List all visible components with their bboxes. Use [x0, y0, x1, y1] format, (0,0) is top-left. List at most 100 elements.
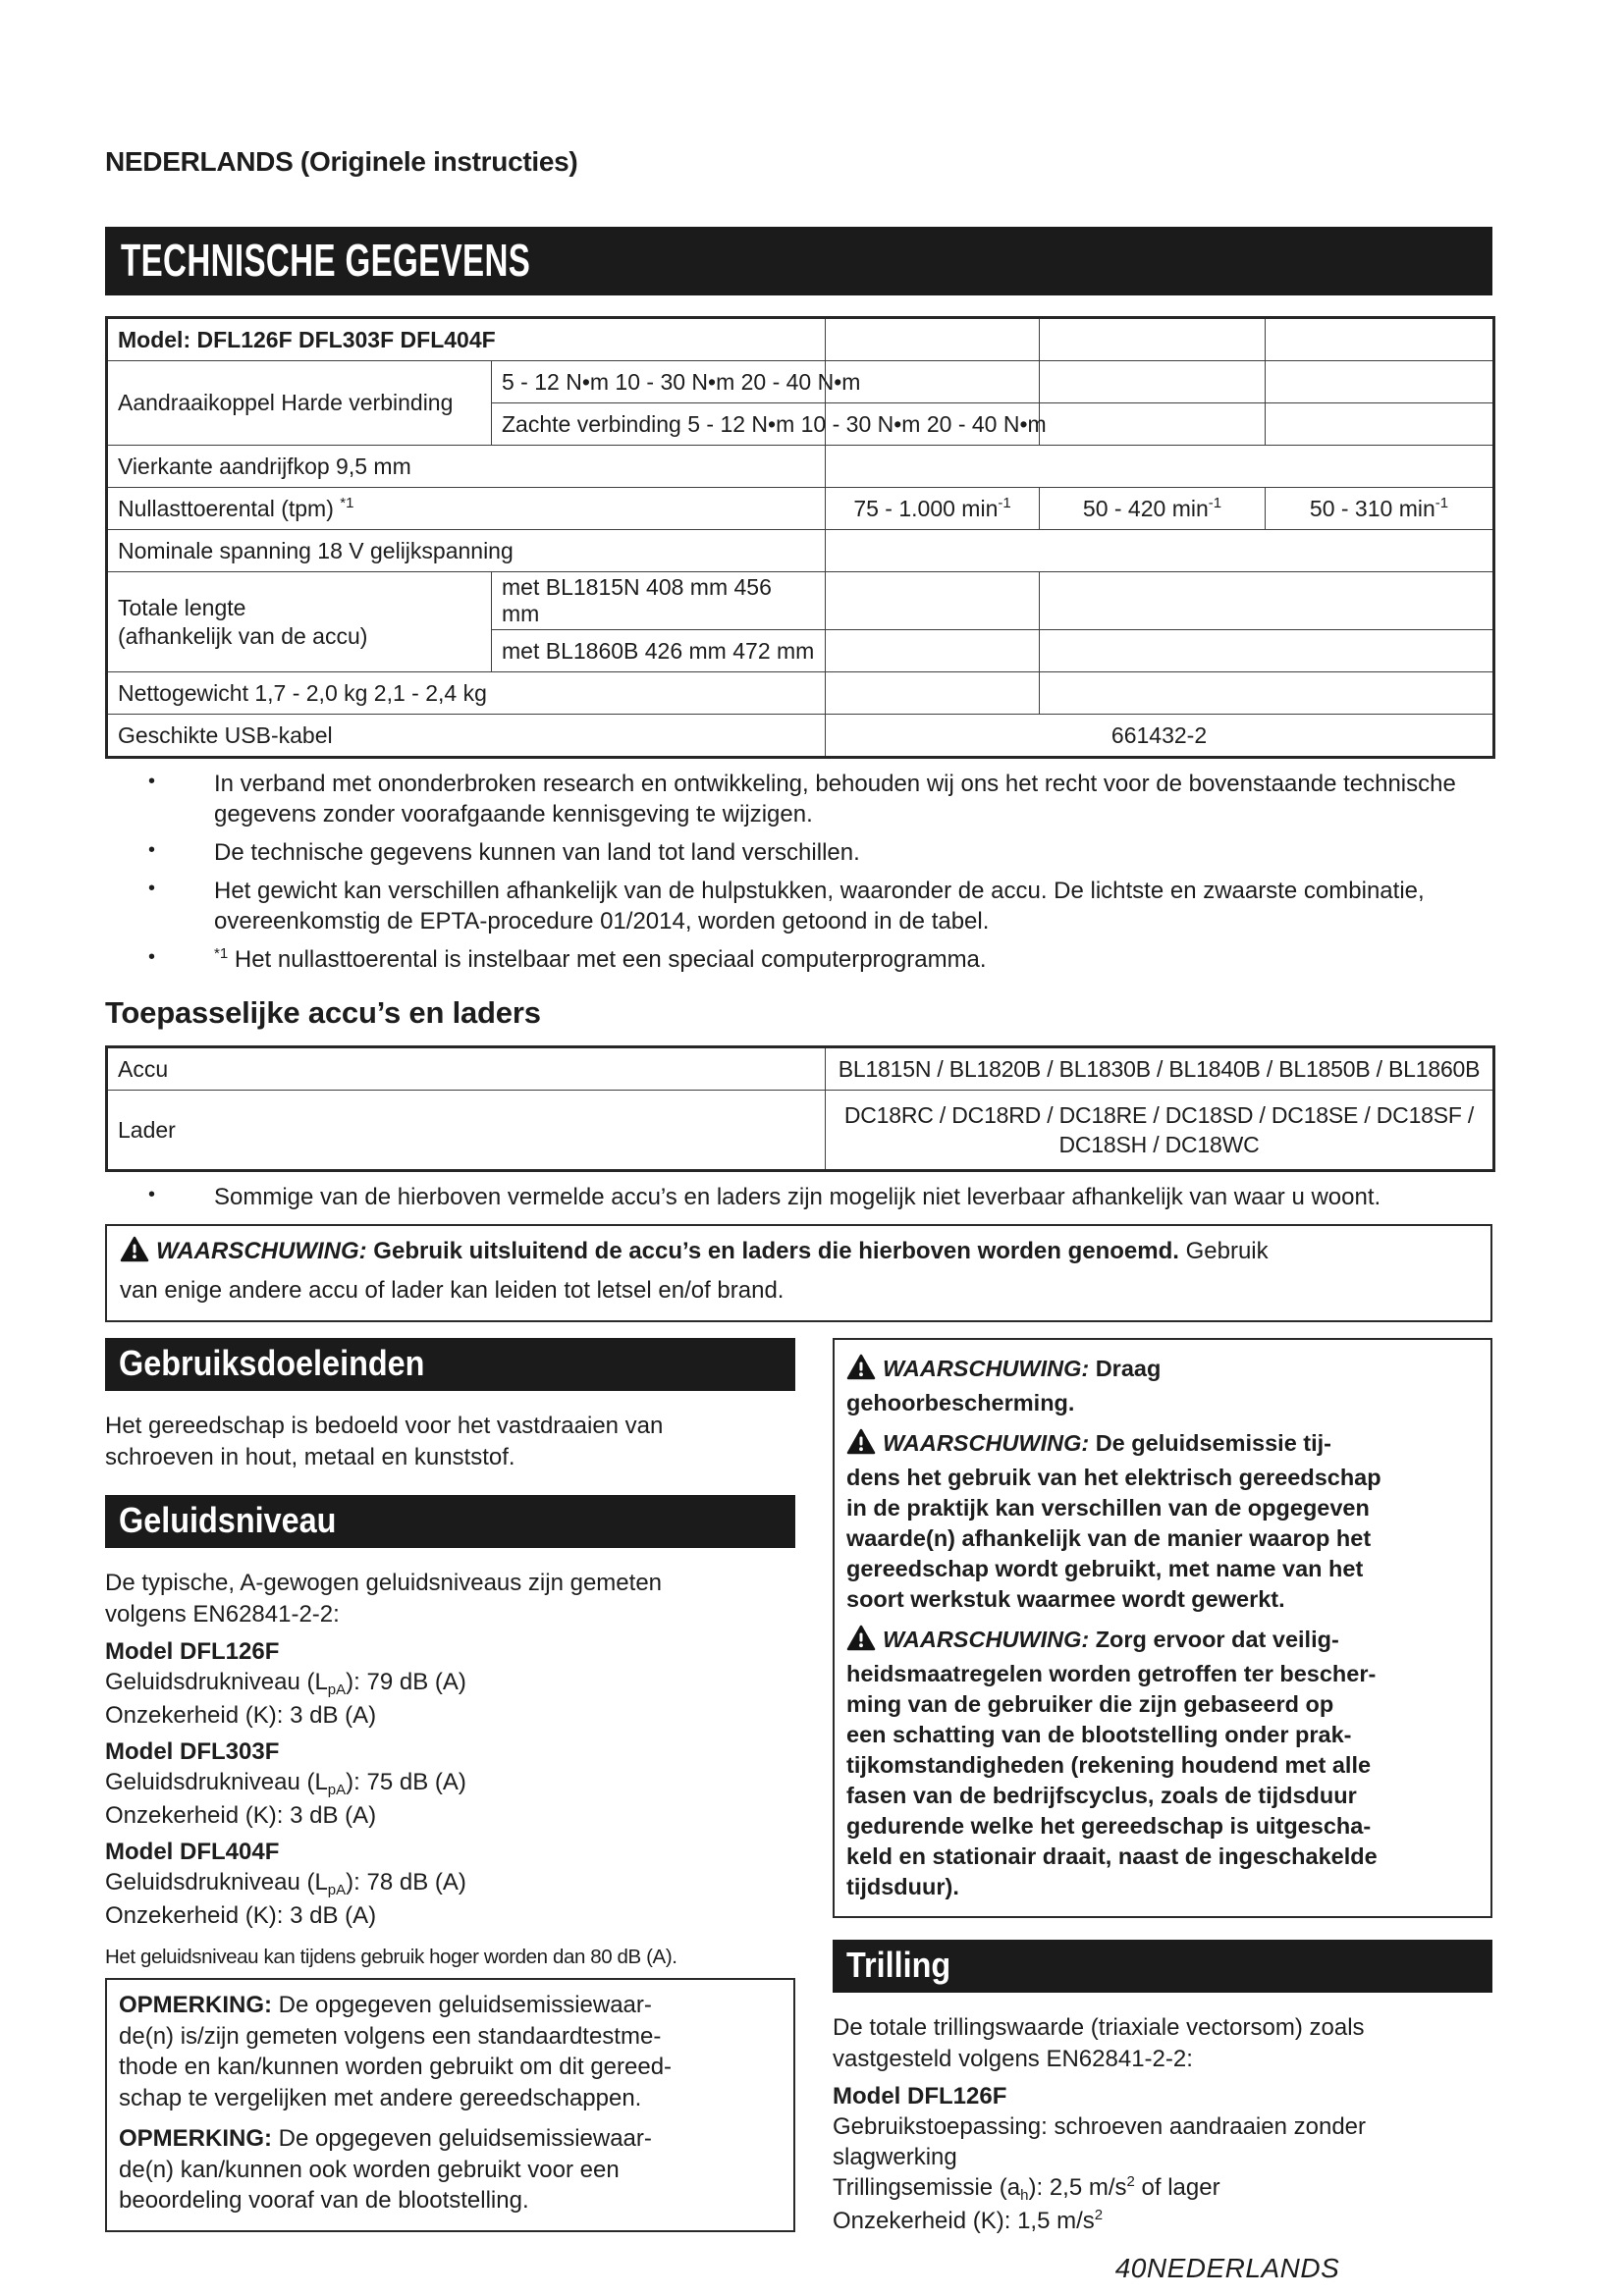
cell-empty [1039, 671, 1495, 715]
cell-netto: Nettogewicht 1,7 - 2,0 kg 2,1 - 2,4 kg [105, 671, 827, 715]
cell-usb-label: Geschikte USB-kabel [105, 714, 827, 758]
list-item: • *1 Het nullasttoerental is instelbaar m… [105, 944, 1492, 978]
cell-totale-lengte-label: Totale lengte (afhankelijk van de accu) [106, 571, 492, 672]
cell-empty [825, 671, 1041, 715]
footnote-marker: *1 [214, 945, 229, 962]
accu-note-list: • Sommige van de hierboven vermelde accu’… [105, 1182, 1492, 1212]
warning-paragraph: WAARSCHUWING: Zorg ervoor dat veilig- he… [846, 1625, 1378, 1899]
geluidsdrukniveau-line: Geluidsdrukniveau (LpA): 75 dB (A) [105, 1769, 466, 1798]
cell-speed-dfl303f: 50 - 420 min-1 [1039, 487, 1267, 530]
cell-model: Model: DFL126F DFL303F DFL404F [105, 317, 827, 361]
table-row-nullasttoerental: Nullasttoerental (tpm) *1 75 - 1.000 min… [105, 487, 1495, 530]
onzekerheid-line: Onzekerheid (K): 3 dB (A) [105, 1702, 377, 1729]
warning-label: WAARSCHUWING: [883, 1356, 1090, 1381]
banner-title: Gebruiksdoeleinden [119, 1343, 425, 1383]
bullet-icon: • [148, 878, 156, 899]
cell-empty [1039, 317, 1267, 361]
table-row-nominale-spanning: Nominale spanning 18 V gelijkspanning [105, 529, 1495, 572]
cell-speed-dfl126f: 75 - 1.000 min-1 [825, 487, 1041, 530]
right-column: WAARSCHUWING: Draag gehoorbescherming. W… [833, 1338, 1492, 2284]
cell-aandraaikoppel-label: Aandraaikoppel Harde verbinding [106, 360, 492, 446]
section-banner-gebruiksdoeleinden: Gebruiksdoeleinden [105, 1338, 795, 1391]
warning-icon [846, 1625, 876, 1659]
section-banner-technische-gegevens: TECHNISCHE GEGEVENS [105, 227, 1492, 295]
banner-title: TECHNISCHE GEGEVENS [121, 235, 531, 286]
cell-bl1860: met BL1860B 426 mm 472 mm [490, 629, 827, 672]
banner-title: Trilling [846, 1945, 951, 1985]
banner-title: Geluidsniveau [119, 1500, 337, 1540]
cell-bl1815: met BL1815N 408 mm 456 mm [490, 571, 827, 630]
cell-usb-value: 661432-2 [825, 714, 1495, 758]
bullet-icon: • [148, 1184, 156, 1205]
main-warning-box: WAARSCHUWING: Gebruik uitsluitend de acc… [105, 1224, 1492, 1322]
cell-harde-values: 5 - 12 N•m 10 - 30 N•m 20 - 40 N•m [490, 360, 860, 403]
warning-icon [120, 1236, 149, 1273]
section-banner-geluidsniveau: Geluidsniveau [105, 1495, 795, 1548]
list-item: • Het gewicht kan verschillen afhankelijk… [105, 876, 1492, 936]
cell-empty [1265, 317, 1495, 361]
cell-empty [825, 529, 1495, 572]
cell-speed-dfl404f: 50 - 310 min-1 [1265, 487, 1495, 530]
cell-empty [1039, 360, 1267, 403]
list-item: • Sommige van de hierboven vermelde accu’… [105, 1182, 1492, 1212]
warning-label: WAARSCHUWING: [156, 1238, 367, 1264]
onzekerheid-line: Onzekerheid (K): 3 dB (A) [105, 1802, 377, 1829]
opmerking-paragraph: OPMERKING: De opgegeven geluidsemissiewa… [119, 1992, 673, 2111]
cell-nominale: Nominale spanning 18 V gelijkspanning [105, 529, 827, 572]
section-banner-trilling: Trilling [833, 1940, 1492, 1993]
page-number: 40 [1114, 2253, 1147, 2283]
cell-lader-value: DC18RC / DC18RD / DC18RE / DC18SD / DC18… [825, 1090, 1494, 1171]
gebruiksdoeleinden-text: Het gereedschap is bedoeld voor het vast… [105, 1413, 664, 1470]
table-row-model: Model: DFL126F DFL303F DFL404F [105, 317, 1495, 361]
trillingsemissie-line: Trillingsemissie (ah): 2,5 m/s2 of lager [833, 2173, 1220, 2204]
warning-label: WAARSCHUWING: [883, 1430, 1090, 1456]
opmerking-label: OPMERKING: [119, 1992, 272, 2018]
footnote-marker: *1 [340, 494, 354, 511]
onzekerheid-line: Onzekerheid (K): 1,5 m/s2 [833, 2207, 1104, 2234]
opmerking-paragraph: OPMERKING: De opgegeven geluidsemissiewa… [119, 2125, 652, 2214]
warning-label: WAARSCHUWING: [883, 1627, 1090, 1652]
trilling-intro: De totale trillingswaarde (triaxiale vec… [833, 2014, 1365, 2072]
cell-empty [1039, 571, 1495, 630]
list-item: • De technische gegevens kunnen van land … [105, 837, 1492, 868]
geluid-intro: De typische, A-gewogen geluidsniveaus zi… [105, 1570, 663, 1628]
page-footer: 40NEDERLANDS [897, 2253, 1557, 2284]
accu-laders-table: Accu BL1815N / BL1820B / BL1830B / BL184… [105, 1045, 1495, 1172]
model-heading: Model DFL303F [105, 1738, 280, 1765]
cell-empty [1039, 629, 1495, 672]
gebruikstoepassing-line: Gebruikstoepassing: schroeven aandraaien… [833, 2113, 1367, 2170]
table-row-usb-kabel: Geschikte USB-kabel 661432-2 [105, 714, 1495, 758]
opmerking-label: OPMERKING: [119, 2125, 272, 2152]
table-row-aandraaikoppel-hard: Aandraaikoppel Harde verbinding 5 - 12 N… [106, 360, 1495, 446]
accu-laders-heading: Toepasselijke accu’s en laders [105, 995, 541, 1030]
bullet-icon: • [148, 771, 156, 792]
cell-empty [825, 571, 1041, 630]
cell-lader-label: Lader [106, 1090, 826, 1171]
manual-page: NEDERLANDS (Originele instructies) TECHN… [105, 0, 1496, 2284]
warning-paragraph: WAARSCHUWING: Draag gehoorbescherming. [846, 1354, 1162, 1415]
warning-icon [846, 1354, 876, 1388]
geluidsdrukniveau-line: Geluidsdrukniveau (LpA): 79 dB (A) [105, 1669, 466, 1698]
onzekerheid-line: Onzekerheid (K): 3 dB (A) [105, 1902, 377, 1929]
model-heading: Model DFL404F [105, 1839, 280, 1865]
language-header: NEDERLANDS (Originele instructies) [105, 146, 578, 177]
left-column: Gebruiksdoeleinden Het gereedschap is be… [105, 1338, 795, 2232]
list-item: • In verband met ononderbroken research e… [105, 769, 1492, 829]
cell-accu-label: Accu [106, 1046, 826, 1091]
bullet-icon: • [148, 839, 156, 861]
opmerking-box: OPMERKING: De opgegeven geluidsemissiewa… [105, 1978, 795, 2232]
table-row-accu: Accu BL1815N / BL1820B / BL1830B / BL184… [106, 1046, 1494, 1091]
cell-accu-value: BL1815N / BL1820B / BL1830B / BL1840B / … [825, 1046, 1494, 1091]
bullet-icon: • [148, 946, 156, 968]
table-row-vierkante: Vierkante aandrijfkop 9,5 mm [105, 445, 1495, 488]
geluid-80db-note: Het geluidsniveau kan tijdens gebruik ho… [105, 1946, 677, 1968]
footer-language-label: NEDERLANDS [1146, 2253, 1340, 2283]
table-row-totale-lengte-1: Totale lengte (afhankelijk van de accu) … [106, 571, 1495, 672]
cell-empty [825, 445, 1495, 488]
cell-empty [1039, 402, 1267, 446]
warning-icon [846, 1428, 876, 1463]
table-row-totale-lengte-2: met BL1860B 426 mm 472 mm [107, 629, 1495, 672]
table-row-nettogewicht: Nettogewicht 1,7 - 2,0 kg 2,1 - 2,4 kg [105, 671, 1495, 715]
model-heading: Model DFL126F [105, 1638, 280, 1665]
tech-notes-list: • In verband met ononderbroken research e… [105, 769, 1492, 978]
